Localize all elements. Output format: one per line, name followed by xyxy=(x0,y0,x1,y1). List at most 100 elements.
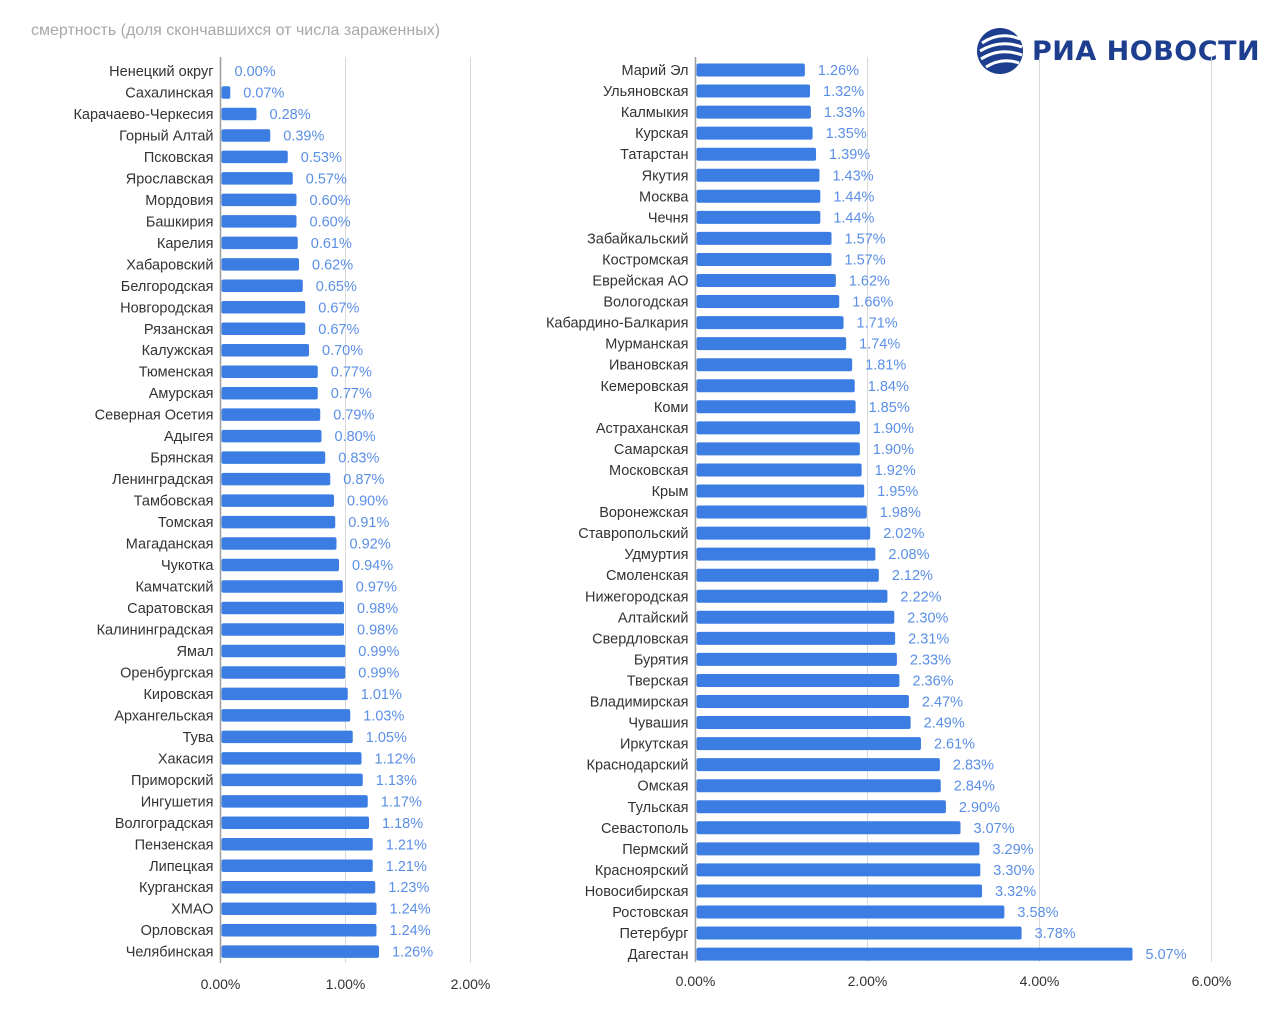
bar xyxy=(696,295,840,309)
bar xyxy=(221,429,322,443)
data-label: 2.33% xyxy=(910,652,951,668)
category-label: Воронежская xyxy=(599,505,688,521)
data-label: 1.12% xyxy=(375,751,416,767)
bar xyxy=(696,105,811,119)
bar xyxy=(221,923,377,937)
category-label: ХМАО xyxy=(171,902,213,918)
category-label: Ивановская xyxy=(609,358,688,374)
category-label: Чечня xyxy=(648,210,689,226)
bar xyxy=(221,859,373,873)
x-tick-label: 0.00% xyxy=(676,973,716,989)
category-label: Ярославская xyxy=(126,171,214,187)
bar xyxy=(696,526,871,540)
bar xyxy=(696,358,853,372)
category-label: Астраханская xyxy=(596,421,689,437)
bar xyxy=(696,631,896,645)
category-label: Москва xyxy=(639,189,689,205)
category-label: Магаданская xyxy=(126,537,214,553)
brand-name: РИА НОВОСТИ xyxy=(1032,35,1261,67)
bar xyxy=(696,610,895,624)
category-label: Рязанская xyxy=(144,322,214,338)
bar xyxy=(696,695,909,708)
data-label: 0.67% xyxy=(318,322,359,338)
category-label: Ульяновская xyxy=(603,84,689,100)
bar xyxy=(221,730,353,744)
category-label: Самарская xyxy=(614,442,689,458)
category-label: Башкирия xyxy=(146,214,214,230)
category-label: Калининградская xyxy=(97,622,214,638)
category-label: Саратовская xyxy=(127,601,213,617)
data-label: 2.36% xyxy=(912,673,953,689)
category-label: Томская xyxy=(158,515,214,531)
data-label: 0.98% xyxy=(357,622,398,638)
data-label: 1.57% xyxy=(845,252,886,268)
bar xyxy=(221,322,306,336)
bar xyxy=(696,484,865,498)
bar xyxy=(221,795,368,808)
data-label: 1.44% xyxy=(833,189,874,205)
data-label: 0.90% xyxy=(347,494,388,510)
data-label: 0.80% xyxy=(335,429,376,445)
data-label: 5.07% xyxy=(1146,947,1187,963)
bar xyxy=(221,902,377,915)
category-label: Белгородская xyxy=(121,279,214,295)
data-label: 0.07% xyxy=(243,85,284,101)
bar xyxy=(221,301,306,314)
bar xyxy=(696,779,941,793)
category-label: Петербург xyxy=(619,926,688,942)
category-label: Чукотка xyxy=(161,558,214,574)
data-label: 2.08% xyxy=(888,547,929,563)
category-label: Коми xyxy=(654,400,689,416)
bar xyxy=(696,547,876,561)
x-tick-label: 2.00% xyxy=(848,973,888,989)
data-label: 0.60% xyxy=(310,193,351,209)
ria-novosti-logo[interactable]: РИА НОВОСТИ xyxy=(976,27,1260,75)
data-label: 1.90% xyxy=(873,442,914,458)
category-label: Татарстан xyxy=(620,147,688,163)
data-label: 1.84% xyxy=(868,379,909,395)
data-label: 2.02% xyxy=(883,526,924,542)
bar xyxy=(221,279,303,293)
data-label: 1.95% xyxy=(877,484,918,500)
bar xyxy=(696,379,855,393)
bar xyxy=(221,558,339,572)
category-label: Камчатский xyxy=(135,580,213,596)
data-label: 0.62% xyxy=(312,257,353,273)
category-label: Тамбовская xyxy=(134,494,214,510)
data-label: 1.18% xyxy=(382,816,423,832)
data-label: 1.05% xyxy=(366,730,407,746)
category-label: Архангельская xyxy=(114,708,213,724)
bar xyxy=(221,386,318,400)
bar xyxy=(221,752,362,765)
category-label: Краснодарский xyxy=(587,758,689,774)
bar xyxy=(696,905,1005,919)
category-label: Московская xyxy=(609,463,689,479)
category-label: Красноярский xyxy=(595,863,689,879)
bar xyxy=(696,421,860,435)
data-label: 1.71% xyxy=(857,316,898,332)
category-label: Волгоградская xyxy=(115,816,214,832)
bar xyxy=(221,773,363,787)
data-label: 1.81% xyxy=(865,358,906,374)
category-label: Марий Эл xyxy=(622,63,689,79)
bar xyxy=(696,400,856,414)
data-label: 1.74% xyxy=(859,337,900,353)
category-label: Бурятия xyxy=(634,652,689,668)
category-label: Тульская xyxy=(628,800,689,816)
data-label: 0.98% xyxy=(357,601,398,617)
category-label: Ленинградская xyxy=(112,472,213,488)
data-label: 1.23% xyxy=(388,880,429,896)
data-label: 1.35% xyxy=(826,126,867,142)
bar xyxy=(696,800,946,814)
data-label: 3.32% xyxy=(995,884,1036,900)
category-label: Ростовская xyxy=(612,905,688,921)
category-label: Псковская xyxy=(144,150,214,166)
category-label: Вологодская xyxy=(603,295,688,311)
category-label: Карелия xyxy=(157,236,214,252)
category-label: Новосибирская xyxy=(585,884,689,900)
category-label: Тюменская xyxy=(139,365,214,381)
bar xyxy=(221,236,298,250)
bar xyxy=(696,652,897,666)
data-label: 2.12% xyxy=(892,568,933,584)
data-label: 2.31% xyxy=(908,631,949,647)
